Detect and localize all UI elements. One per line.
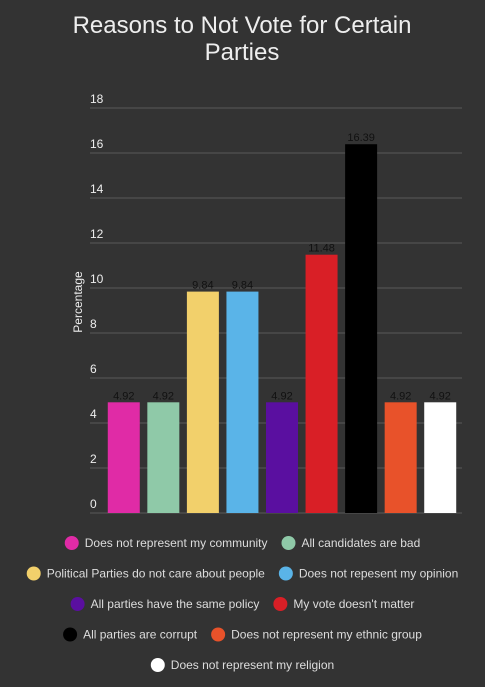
legend-label: Does not represent my ethnic group (231, 628, 422, 642)
legend-label: Does not represent my religion (171, 658, 334, 672)
legend-label: My vote doesn't matter (293, 597, 414, 611)
bar (345, 144, 378, 513)
value-label: 4.92 (271, 390, 292, 402)
y-tick-label: 4 (90, 407, 97, 421)
value-label: 16.39 (347, 132, 375, 144)
value-label: 4.92 (430, 390, 451, 402)
y-tick-label: 2 (90, 452, 97, 466)
legend-label: All candidates are bad (302, 536, 421, 550)
y-tick-label: 14 (90, 182, 104, 196)
y-tick-label: 12 (90, 227, 104, 241)
bar (384, 402, 417, 513)
bar (266, 402, 298, 513)
legend-swatch (150, 658, 165, 672)
legend-swatch (70, 597, 85, 611)
legend-swatch (278, 566, 293, 581)
value-label: 11.48 (308, 243, 335, 255)
bar (424, 402, 457, 513)
y-tick-label: 16 (90, 137, 104, 151)
y-tick-label: 10 (90, 272, 104, 286)
legend-label: All parties are corrupt (83, 628, 198, 642)
chart-title: Reasons to Not Vote for Certain Parties (72, 12, 412, 66)
value-label: 4.92 (153, 390, 174, 402)
legend-label: Does not represent my community (85, 536, 268, 550)
value-label: 4.92 (390, 390, 411, 402)
value-label: 4.92 (113, 390, 134, 402)
legend-swatch (64, 536, 79, 550)
y-tick-label: 18 (90, 92, 104, 106)
bar (305, 254, 338, 513)
legend-swatch (63, 627, 78, 642)
bar (226, 291, 259, 513)
legend-swatch (273, 597, 288, 611)
legend-label: Does not repesent my opinion (299, 567, 458, 581)
bar (186, 291, 219, 513)
value-label: 9.84 (192, 280, 213, 292)
legend-swatch (26, 566, 41, 581)
y-tick-label: 0 (90, 497, 97, 511)
legend-swatch (281, 536, 296, 550)
y-axis-label: Percentage (71, 271, 85, 333)
bar (107, 402, 140, 513)
legend-swatch (211, 627, 226, 642)
bar (147, 402, 180, 513)
value-label: 9.84 (232, 280, 253, 292)
legend-label: Political Parties do not care about peop… (47, 567, 265, 581)
y-tick-label: 8 (90, 317, 97, 331)
y-tick-label: 6 (90, 362, 97, 376)
legend-label: All parties have the same policy (91, 597, 260, 611)
